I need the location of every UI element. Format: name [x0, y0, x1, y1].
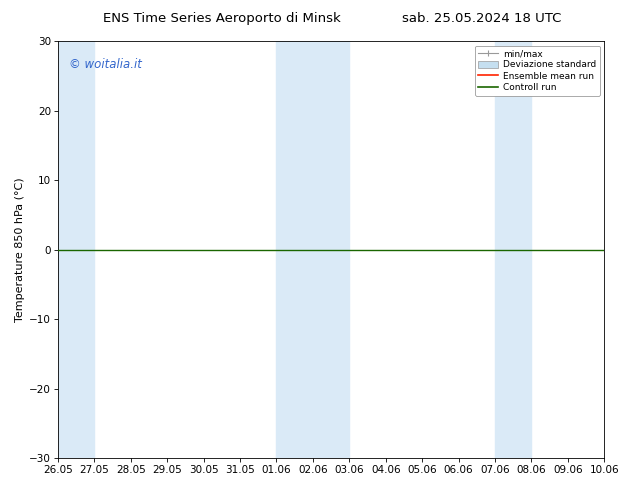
Text: sab. 25.05.2024 18 UTC: sab. 25.05.2024 18 UTC [402, 12, 562, 25]
Legend: min/max, Deviazione standard, Ensemble mean run, Controll run: min/max, Deviazione standard, Ensemble m… [475, 46, 600, 96]
Bar [495, 41, 531, 458]
Text: © woitalia.it: © woitalia.it [69, 58, 142, 71]
Bar [276, 41, 349, 458]
Y-axis label: Temperature 850 hPa (°C): Temperature 850 hPa (°C) [15, 177, 25, 322]
Text: ENS Time Series Aeroporto di Minsk: ENS Time Series Aeroporto di Minsk [103, 12, 341, 25]
Bar [58, 41, 94, 458]
